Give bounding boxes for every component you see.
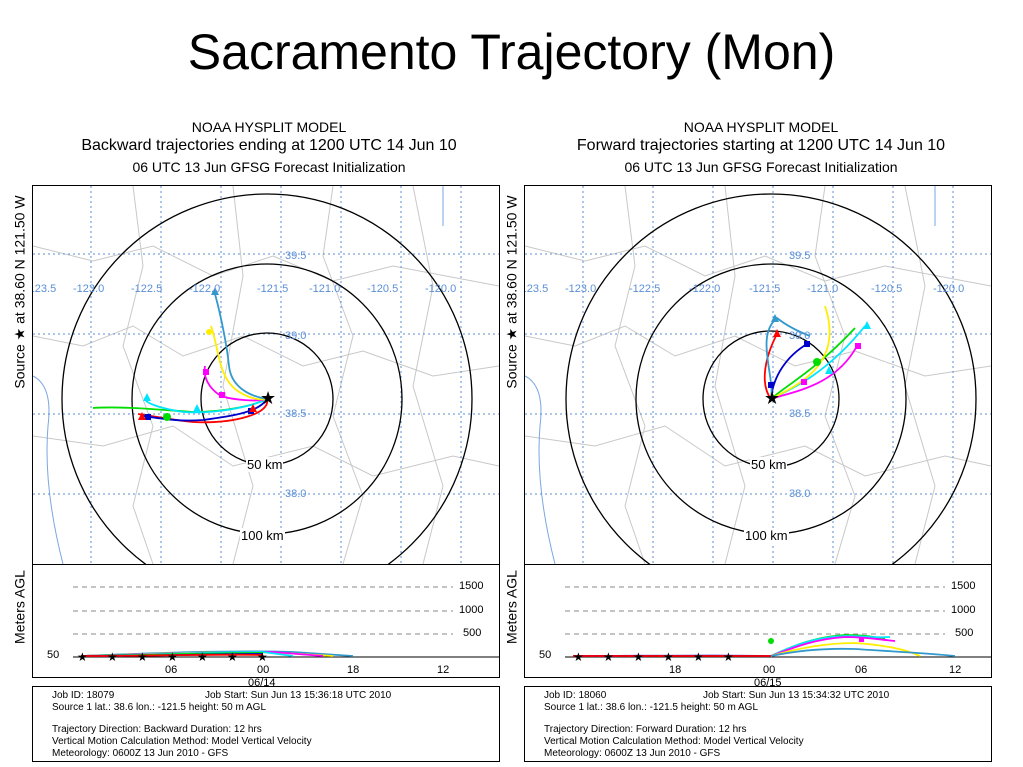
job-start: Job Start: Sun Jun 13 15:36:18 UTC 2010 [205, 690, 392, 701]
job-info: Job ID: 18060 Job Start: Sun Jun 13 15:3… [524, 686, 992, 762]
meteorology: Meteorology: 0600Z 13 Jun 2010 - GFS [544, 748, 721, 759]
height-tick: 500 [955, 627, 974, 639]
lon-label: -122.5 [629, 283, 661, 295]
time-tick: 06 [165, 664, 178, 676]
lat-label: 39.5 [789, 250, 811, 262]
svg-text:★: ★ [107, 650, 118, 664]
lon-label: -120.5 [367, 283, 399, 295]
slide-title: Sacramento Trajectory (Mon) [187, 24, 836, 80]
base-height: 50 [47, 649, 60, 661]
svg-text:★: ★ [764, 388, 780, 409]
lat-label: 39.0 [789, 330, 811, 342]
trajectory-direction: Trajectory Direction: Forward Duration: … [544, 724, 747, 735]
init-line: 06 UTC 13 Jun GFSG Forecast Initializati… [624, 159, 898, 175]
init-line: 06 UTC 13 Jun GFSG Forecast Initializati… [132, 159, 406, 175]
trajectory-title: Forward trajectories starting at 1200 UT… [576, 137, 946, 154]
lon-label: -121.5 [749, 283, 781, 295]
trajectory-title: Backward trajectories ending at 1200 UTC… [81, 137, 457, 154]
svg-text:★: ★ [260, 388, 276, 409]
lon-label: -123.0 [565, 283, 597, 295]
svg-text:★: ★ [227, 650, 238, 664]
height-tick: 1500 [459, 580, 484, 592]
lon-label: -120.0 [933, 283, 965, 295]
vertical-motion: Vertical Motion Calculation Method: Mode… [52, 736, 312, 747]
lon-label: -120.0 [425, 283, 457, 295]
trajectory-map: ★ -123.5 -123.0 -122.5 -122.0 -121.5 -12… [32, 185, 500, 565]
job-info: Job ID: 18079 Job Start: Sun Jun 13 15:3… [32, 686, 500, 762]
lon-label: -120.5 [871, 283, 903, 295]
height-tick: 1000 [951, 604, 976, 616]
time-tick: 18 [347, 664, 360, 676]
job-id: Job ID: 18060 [544, 690, 607, 701]
height-tick: 500 [463, 627, 482, 639]
time-tick: 12 [437, 664, 450, 676]
ring-100km-label: 100 km [744, 528, 789, 543]
trajectory-map: ★ -123.5 -123.0 -122.5 -122.0 -121.5 -12… [524, 185, 992, 565]
height-tick: 1000 [459, 604, 484, 616]
lat-label: 39.5 [285, 250, 307, 262]
svg-text:★: ★ [77, 650, 88, 664]
svg-text:★: ★ [573, 650, 584, 664]
forward-trajectory-panel: NOAA HYSPLIT MODEL Forward trajectories … [500, 113, 998, 762]
svg-text:★: ★ [633, 650, 644, 664]
lat-label: 38.0 [285, 488, 307, 500]
job-start: Job Start: Sun Jun 13 15:34:32 UTC 2010 [703, 690, 890, 701]
lat-label: 38.0 [789, 488, 811, 500]
svg-text:★: ★ [723, 650, 734, 664]
lon-label: -121.5 [257, 283, 289, 295]
vertical-profile: ★ ★ ★ ★ ★ ★ 1500 1000 500 50 18 00 06 12 [524, 564, 992, 678]
lat-label: 39.0 [285, 330, 307, 342]
lat-label: 38.5 [285, 408, 307, 420]
source-info: Source 1 lat.: 38.6 lon.: -121.5 height:… [52, 702, 267, 713]
time-tick: 18 [669, 664, 682, 676]
base-height: 50 [539, 649, 552, 661]
svg-text:★: ★ [257, 650, 268, 664]
lon-label: -122.5 [131, 283, 163, 295]
lon-label: -121.0 [807, 283, 839, 295]
lon-label: -123.0 [73, 283, 105, 295]
model-title: NOAA HYSPLIT MODEL [191, 119, 347, 135]
lon-label: -121.0 [309, 283, 341, 295]
lon-label: -122.0 [689, 283, 721, 295]
svg-text:★: ★ [167, 650, 178, 664]
svg-text:★: ★ [603, 650, 614, 664]
vertical-motion: Vertical Motion Calculation Method: Mode… [544, 736, 804, 747]
time-tick: 00 [257, 664, 270, 676]
svg-text:★: ★ [137, 650, 148, 664]
time-tick: 00 [763, 664, 776, 676]
trajectory-direction: Trajectory Direction: Backward Duration:… [52, 724, 262, 735]
source-info: Source 1 lat.: 38.6 lon.: -121.5 height:… [544, 702, 759, 713]
vertical-profile: ★ ★ ★ ★ ★ ★ ★ 1500 1000 500 50 06 00 18 12 [32, 564, 500, 678]
time-tick: 12 [949, 664, 962, 676]
backward-trajectory-panel: NOAA HYSPLIT MODEL Backward trajectories… [8, 113, 506, 762]
time-tick: 06 [855, 664, 868, 676]
svg-text:★: ★ [663, 650, 674, 664]
lat-label: 38.5 [789, 408, 811, 420]
svg-text:★: ★ [693, 650, 704, 664]
meteorology: Meteorology: 0600Z 13 Jun 2010 - GFS [52, 748, 229, 759]
ring-50km-label: 50 km [750, 457, 788, 472]
ring-100km-label: 100 km [240, 528, 285, 543]
model-title: NOAA HYSPLIT MODEL [683, 119, 839, 135]
job-id: Job ID: 18079 [52, 690, 115, 701]
source-label: Source ★ at 38.60 N 121.50 W [11, 195, 28, 389]
lon-label: -123.5 [525, 283, 549, 295]
lon-label: -123.5 [33, 283, 57, 295]
height-tick: 1500 [951, 580, 976, 592]
meters-agl-label: Meters AGL [11, 570, 28, 644]
meters-agl-label: Meters AGL [503, 570, 520, 644]
svg-text:★: ★ [197, 650, 208, 664]
source-label: Source ★ at 38.60 N 121.50 W [503, 195, 520, 389]
lon-label: -122.0 [189, 283, 221, 295]
ring-50km-label: 50 km [246, 457, 284, 472]
